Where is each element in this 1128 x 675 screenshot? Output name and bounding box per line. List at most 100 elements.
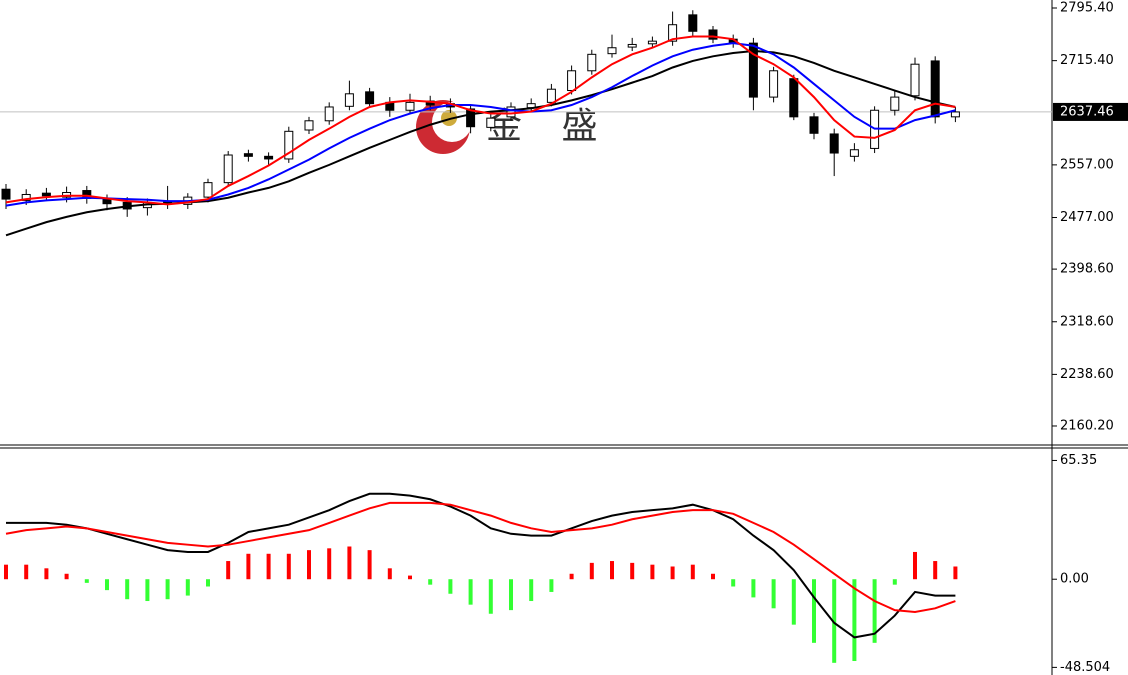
histogram-bar <box>589 562 594 580</box>
candle-body <box>344 93 354 107</box>
histogram-bar <box>145 579 150 602</box>
current-price-label: 2637.46 <box>1060 104 1114 119</box>
candle-body <box>21 193 31 201</box>
macd-line <box>6 492 956 639</box>
histogram-bar <box>872 579 877 643</box>
histogram-bar <box>347 546 352 580</box>
histogram-bar <box>731 579 736 587</box>
histogram-bar <box>206 579 210 587</box>
histogram-bar <box>105 579 109 591</box>
histogram-bar <box>630 562 635 580</box>
candle-body <box>486 117 496 128</box>
candle-body <box>41 192 51 197</box>
y-tick-label: 2715.40 <box>1060 53 1114 68</box>
candle-body <box>365 91 375 105</box>
histogram-bar <box>468 579 473 605</box>
y-tick-label: 2477.00 <box>1060 210 1114 225</box>
histogram-bar <box>24 564 29 580</box>
candle-body <box>829 133 839 154</box>
macd-line <box>5 501 956 613</box>
y-tick-label: -48.504 <box>1060 660 1110 675</box>
histogram-bar <box>852 579 857 662</box>
histogram-bar <box>4 564 8 580</box>
histogram-bar <box>387 568 392 580</box>
candle-body <box>203 182 213 198</box>
histogram-bar <box>307 550 311 580</box>
y-tick-label: 0.00 <box>1060 572 1089 587</box>
candle-body <box>466 108 476 128</box>
candle-body <box>1 188 11 200</box>
candle-body <box>223 154 233 184</box>
histogram-bar <box>529 579 534 602</box>
histogram-bar <box>892 579 897 585</box>
histogram-bar <box>711 573 715 580</box>
histogram-bar <box>64 573 69 580</box>
moving-average <box>5 35 956 206</box>
candle-body <box>243 153 253 157</box>
histogram-bar <box>953 566 958 580</box>
y-tick-label: 2795.40 <box>1060 1 1114 16</box>
candle-body <box>607 47 617 55</box>
candle-body <box>890 96 900 111</box>
histogram-bar <box>185 579 190 596</box>
logo-dot <box>441 110 457 126</box>
histogram-bar <box>610 561 614 580</box>
candle-body <box>627 43 637 48</box>
histogram-bar <box>670 566 675 580</box>
candle-body <box>567 70 577 92</box>
moving-average <box>5 42 956 207</box>
histogram-bar <box>650 564 655 580</box>
candle-body <box>910 63 920 97</box>
histogram-bar <box>509 579 513 611</box>
candle-body <box>587 53 597 72</box>
histogram-bar <box>226 561 231 580</box>
histogram-bar <box>771 579 776 609</box>
candle-body <box>789 78 799 118</box>
candle-body <box>769 70 779 98</box>
y-tick-label: 2557.00 <box>1060 157 1114 172</box>
histogram-bar <box>408 575 412 580</box>
candle-body <box>688 14 698 32</box>
histogram-bar <box>428 579 433 585</box>
candle-body <box>930 60 940 118</box>
histogram-bar <box>448 579 453 594</box>
histogram-bar <box>286 553 291 580</box>
histogram-bar <box>549 579 554 592</box>
y-tick-label: 2238.60 <box>1060 367 1114 382</box>
histogram-bar <box>327 548 332 580</box>
histogram-bar <box>165 579 170 600</box>
y-tick-label: 2160.20 <box>1060 418 1114 433</box>
current-price-box <box>1053 102 1128 121</box>
candle-body <box>284 130 294 160</box>
y-tick-label: 65.35 <box>1060 453 1097 468</box>
candle-body <box>506 106 516 118</box>
candle-body <box>809 116 819 134</box>
candle-body <box>304 120 314 131</box>
y-tick-label: 2318.60 <box>1060 314 1114 329</box>
histogram-bar <box>367 550 372 580</box>
histogram-bar <box>488 579 493 614</box>
candle-body <box>950 111 960 118</box>
candle-body <box>849 149 859 157</box>
histogram-bar <box>751 579 756 598</box>
candle-body <box>748 42 758 98</box>
histogram-bar <box>791 579 796 625</box>
candle-body <box>405 101 415 111</box>
candle-body <box>264 155 274 160</box>
histogram-bar <box>913 551 917 580</box>
histogram-bar <box>84 579 89 583</box>
histogram-bar <box>933 561 938 580</box>
histogram-bar <box>690 564 695 580</box>
candle-body <box>647 40 657 45</box>
histogram-bar <box>569 573 574 580</box>
histogram-bar <box>832 579 837 663</box>
candle-body <box>708 29 718 40</box>
y-tick-label: 2398.60 <box>1060 262 1114 277</box>
histogram-bar <box>125 579 130 600</box>
histogram-bar <box>44 568 49 580</box>
candle-body <box>324 106 334 122</box>
candle-body <box>546 88 556 103</box>
